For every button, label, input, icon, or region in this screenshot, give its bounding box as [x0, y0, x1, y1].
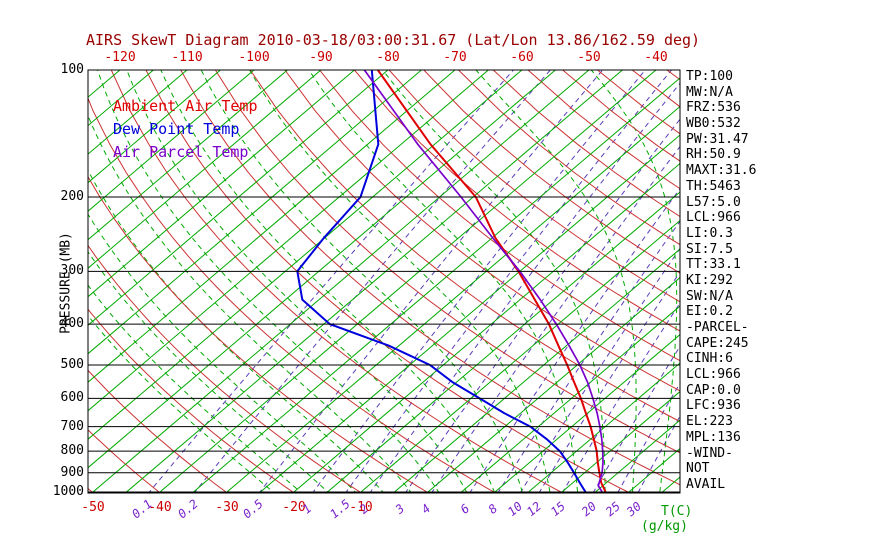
top-temp-tick-label: -60: [510, 50, 534, 65]
bottom-temp-tick-label: -40: [148, 500, 172, 515]
legend-item-parcel: Air Parcel Temp: [113, 143, 249, 161]
pressure-tick-label: 400: [60, 316, 84, 331]
top-temp-tick-label: -70: [443, 50, 467, 65]
readout-item: EI:0.2: [686, 304, 733, 320]
legend-item-dew: Dew Point Temp: [113, 120, 240, 138]
readout-item: EL:223: [686, 414, 733, 430]
readout-item: CAPE:245: [686, 335, 749, 351]
top-temp-tick-label: -50: [577, 50, 601, 65]
readout-item: -PARCEL-: [686, 320, 749, 335]
readout-item: L57:5.0: [686, 194, 741, 210]
readout-item: KI:292: [686, 272, 733, 288]
readout-item: RH:50.9: [686, 147, 741, 163]
pressure-tick-label: 100: [60, 62, 84, 77]
pressure-tick-label: 500: [60, 357, 84, 372]
pressure-tick-label: 300: [60, 263, 84, 278]
bottom-temp-tick-label: -20: [282, 500, 306, 515]
readout-item: PW:31.47: [686, 131, 749, 147]
readout-item: SI:7.5: [686, 241, 733, 257]
top-temp-tick-label: -100: [238, 50, 270, 65]
readout-item: FRZ:536: [686, 100, 741, 116]
pressure-tick-label: 700: [60, 419, 84, 434]
readout-item: -WIND-: [686, 445, 733, 461]
pressure-tick-label: 900: [60, 465, 84, 480]
bottom-temp-tick-label: -10: [349, 500, 373, 515]
top-temp-tick-label: -80: [376, 50, 400, 65]
pressure-tick-label: 600: [60, 390, 84, 405]
readout-item: LCL:966: [686, 210, 741, 226]
pressure-tick-label: 1000: [52, 484, 84, 499]
pressure-tick-label: 200: [60, 189, 84, 204]
readout-item: LI:0.3: [686, 225, 733, 241]
readout-item: CAP:0.0: [686, 382, 741, 398]
top-temp-tick-label: -90: [309, 50, 333, 65]
legend-item-ambient: Ambient Air Temp: [113, 97, 258, 115]
readout-item: LFC:936: [686, 398, 741, 414]
readout-item: LCL:966: [686, 367, 741, 383]
readout-item: MW:N/A: [686, 84, 733, 100]
top-temp-tick-label: -40: [644, 50, 668, 65]
readout-item: TP:100: [686, 69, 733, 84]
chart-title: AIRS SkewT Diagram 2010-03-18/03:00:31.6…: [86, 31, 701, 49]
readout-item: SW:N/A: [686, 288, 733, 304]
readout-item: WB0:532: [686, 116, 741, 132]
bottom-temp-tick-label: -50: [81, 500, 105, 515]
bottom-temp-tick-label: -30: [215, 500, 239, 515]
mixing-unit-label: (g/kg): [641, 519, 688, 534]
readout-item: CINH:6: [686, 351, 733, 367]
readout-item: AVAIL: [686, 476, 726, 492]
pressure-tick-label: 800: [60, 443, 84, 458]
sounding-readouts-panel: TP:100 MW:N/A FRZ:536 WB0:532 PW:31.47 RH:50.…: [686, 69, 866, 493]
top-temp-tick-label: -110: [171, 50, 203, 65]
readout-item: TT:33.1: [686, 257, 741, 273]
temp-unit-label: T(C): [661, 504, 693, 519]
readout-item: NOT: [686, 461, 710, 477]
top-temp-tick-label: -120: [104, 50, 136, 65]
readout-item: MPL:136: [686, 429, 741, 445]
readout-item: TH:5463: [686, 178, 741, 194]
readout-item: MAXT:31.6: [686, 163, 757, 179]
